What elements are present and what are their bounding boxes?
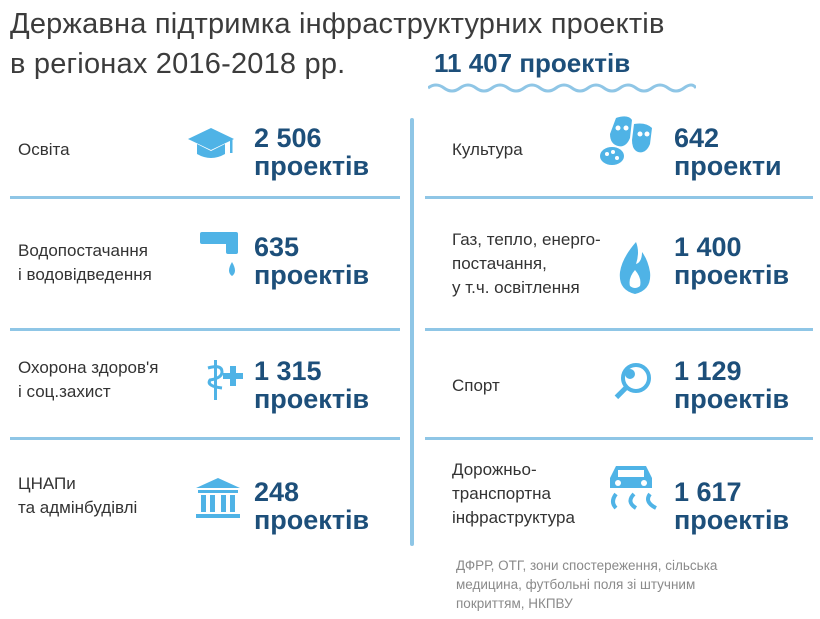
- graduation-cap-icon: [188, 128, 234, 158]
- row-divider: [425, 196, 813, 199]
- wave-underline-icon: [428, 83, 696, 93]
- flame-icon: [619, 242, 651, 294]
- water-tap-icon: [200, 232, 238, 276]
- category-label: Газ, тепло, енерго- постачання, у т.ч. о…: [452, 230, 601, 297]
- row-divider: [10, 328, 400, 331]
- row-divider: [10, 196, 400, 199]
- footnote-line: покриттям, НКПВУ: [456, 596, 573, 611]
- government-building-icon: [196, 478, 240, 518]
- footnote-line: ДФРР, ОТГ, зони спостереження, сільська: [456, 558, 718, 573]
- category-count: 1 617: [674, 477, 742, 507]
- vertical-divider: [410, 118, 414, 546]
- category-count: 1 129: [674, 356, 742, 386]
- category-label: ЦНАПи та адмінбудівлі: [18, 474, 138, 517]
- category-count: 1 400: [674, 232, 742, 262]
- medical-cross-icon: [207, 360, 243, 400]
- sport-ball-racket-icon: [614, 363, 651, 400]
- row-divider: [10, 437, 400, 440]
- category-unit: проектів: [674, 505, 790, 535]
- title-line-2: в регіонах 2016-2018 рр.: [10, 48, 346, 80]
- category-unit: проектів: [254, 505, 370, 535]
- category-count: 1 315: [254, 356, 322, 386]
- category-unit: проектів: [254, 151, 370, 181]
- category-unit: проекти: [674, 151, 782, 181]
- theater-masks-icon: [600, 116, 652, 165]
- footnote-line: медицина, футбольні поля зі штучним: [456, 577, 696, 592]
- category-unit: проектів: [254, 260, 370, 290]
- category-count: 2 506: [254, 123, 322, 153]
- infographic-title: Державна підтримка інфраструктурних прое…: [10, 4, 665, 84]
- category-label: Культура: [452, 140, 523, 159]
- category-label: Освіта: [18, 140, 70, 159]
- category-label: Водопостачання і водовідведення: [18, 241, 152, 284]
- category-unit: проектів: [674, 260, 790, 290]
- row-divider: [425, 437, 813, 440]
- category-label: Дорожньо- транспортна інфраструктура: [452, 460, 575, 527]
- total-projects: 11 407 проектів: [434, 48, 631, 78]
- car-road-icon: [610, 466, 657, 510]
- category-label: Охорона здоров'я і соц.захист: [18, 358, 159, 401]
- category-label: Спорт: [452, 376, 500, 395]
- row-divider: [425, 328, 813, 331]
- category-count: 635: [254, 232, 300, 262]
- title-line-1: Державна підтримка інфраструктурних прое…: [10, 8, 665, 40]
- category-count: 642: [674, 123, 720, 153]
- footnote: ДФРР, ОТГ, зони спостереження, сільська …: [456, 556, 717, 613]
- category-unit: проектів: [254, 384, 370, 414]
- category-unit: проектів: [674, 384, 790, 414]
- category-count: 248: [254, 477, 300, 507]
